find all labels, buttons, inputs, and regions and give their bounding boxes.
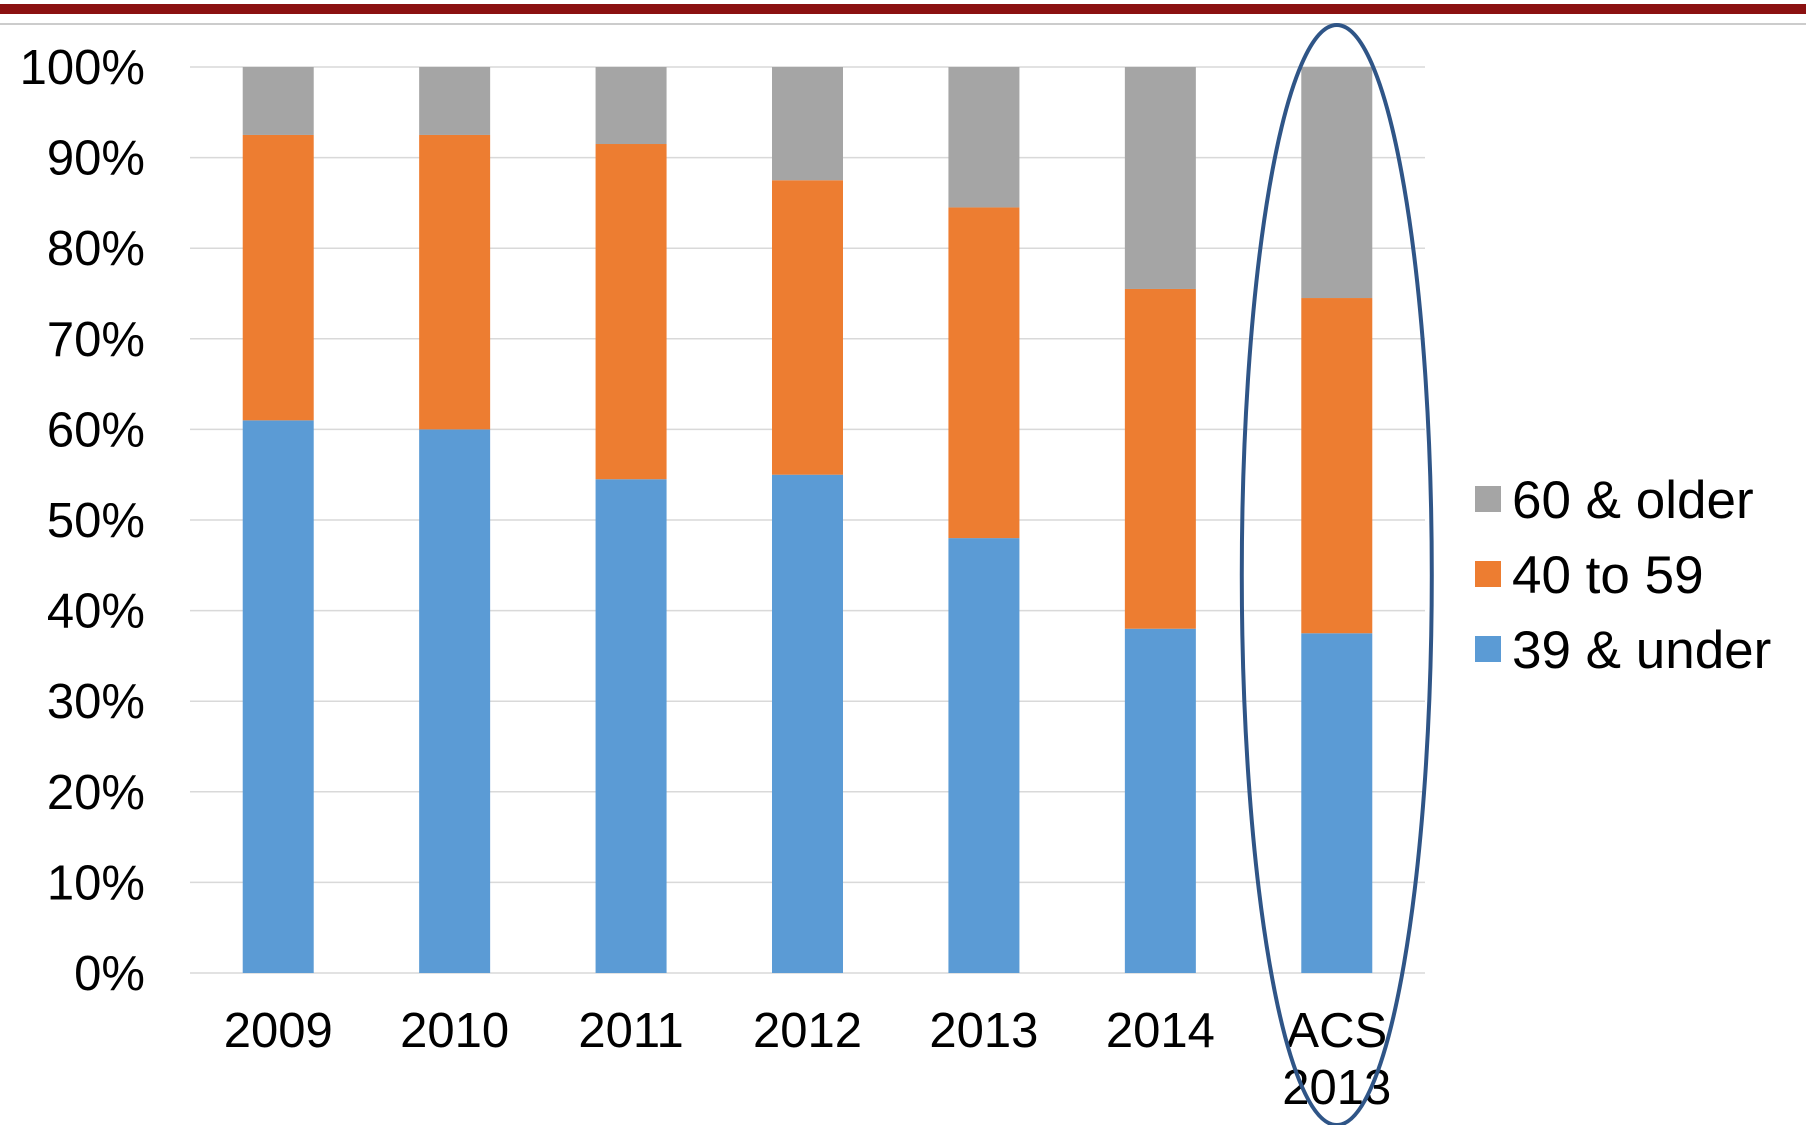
bar-segment-40-to-59: [242, 134, 314, 421]
x-category-label: ACS 2013: [1282, 1004, 1391, 1115]
x-axis-categories: 2009 2010 2011 2012 2013 2014 ACS 2013: [224, 1004, 1392, 1115]
legend-swatch: [1475, 636, 1501, 662]
y-tick-label: 0%: [74, 947, 145, 1001]
y-axis-ticks: 0% 10% 20% 30% 40% 50% 60% 70% 80% 90% 100%: [20, 41, 145, 1001]
bar-segment-40-to-59: [1301, 298, 1373, 634]
bar-segment-39-under: [1301, 633, 1373, 973]
legend-label: 40 to 59: [1512, 546, 1704, 605]
x-category-label: 2012: [753, 1004, 862, 1058]
bars: [242, 67, 1373, 974]
header-rule: [0, 4, 1806, 14]
y-tick-label: 90%: [47, 132, 145, 186]
bar-segment-39-under: [419, 429, 491, 973]
highlight-ellipse: [1239, 23, 1434, 1125]
bar-segment-60-older: [595, 67, 667, 145]
legend-label: 39 & under: [1512, 621, 1771, 680]
bar-segment-39-under: [595, 479, 667, 973]
bar-segment-40-to-59: [772, 180, 843, 475]
x-category-label: 2011: [578, 1004, 683, 1058]
x-category-label: 2014: [1106, 1004, 1215, 1058]
bar-segment-40-to-59: [948, 207, 1020, 539]
highlight: [1239, 23, 1434, 1125]
bar-segment-39-under: [242, 420, 314, 974]
y-tick-label: 100%: [20, 41, 145, 95]
bar-segment-39-under: [948, 538, 1020, 973]
y-tick-label: 40%: [47, 585, 145, 639]
legend-swatch: [1475, 486, 1501, 512]
bar-segment-39-under: [772, 474, 843, 973]
x-category-label: 2009: [224, 1004, 333, 1058]
legend-label: 60 & older: [1512, 471, 1754, 530]
y-tick-label: 80%: [47, 222, 145, 276]
y-tick-label: 10%: [47, 856, 145, 910]
y-tick-label: 60%: [47, 403, 145, 457]
bar-segment-40-to-59: [595, 144, 667, 480]
bar-segment-60-older: [772, 67, 843, 181]
bar-segment-40-to-59: [1124, 288, 1196, 629]
y-tick-label: 50%: [47, 494, 145, 548]
bar-segment-40-to-59: [419, 134, 491, 430]
bar-segment-60-older: [948, 67, 1020, 208]
bar-segment-60-older: [1124, 67, 1196, 289]
y-tick-label: 70%: [47, 313, 145, 367]
y-tick-label: 20%: [47, 766, 145, 820]
legend: 60 & older 40 to 59 39 & under: [1475, 471, 1771, 680]
x-category-label: 2010: [400, 1004, 509, 1058]
bar-segment-60-older: [1301, 67, 1373, 299]
x-category-label: 2013: [929, 1004, 1038, 1058]
legend-swatch: [1475, 561, 1501, 587]
y-tick-label: 30%: [47, 675, 145, 729]
bar-segment-60-older: [419, 67, 491, 135]
bar-segment-60-older: [242, 67, 314, 135]
bar-segment-39-under: [1124, 628, 1196, 973]
